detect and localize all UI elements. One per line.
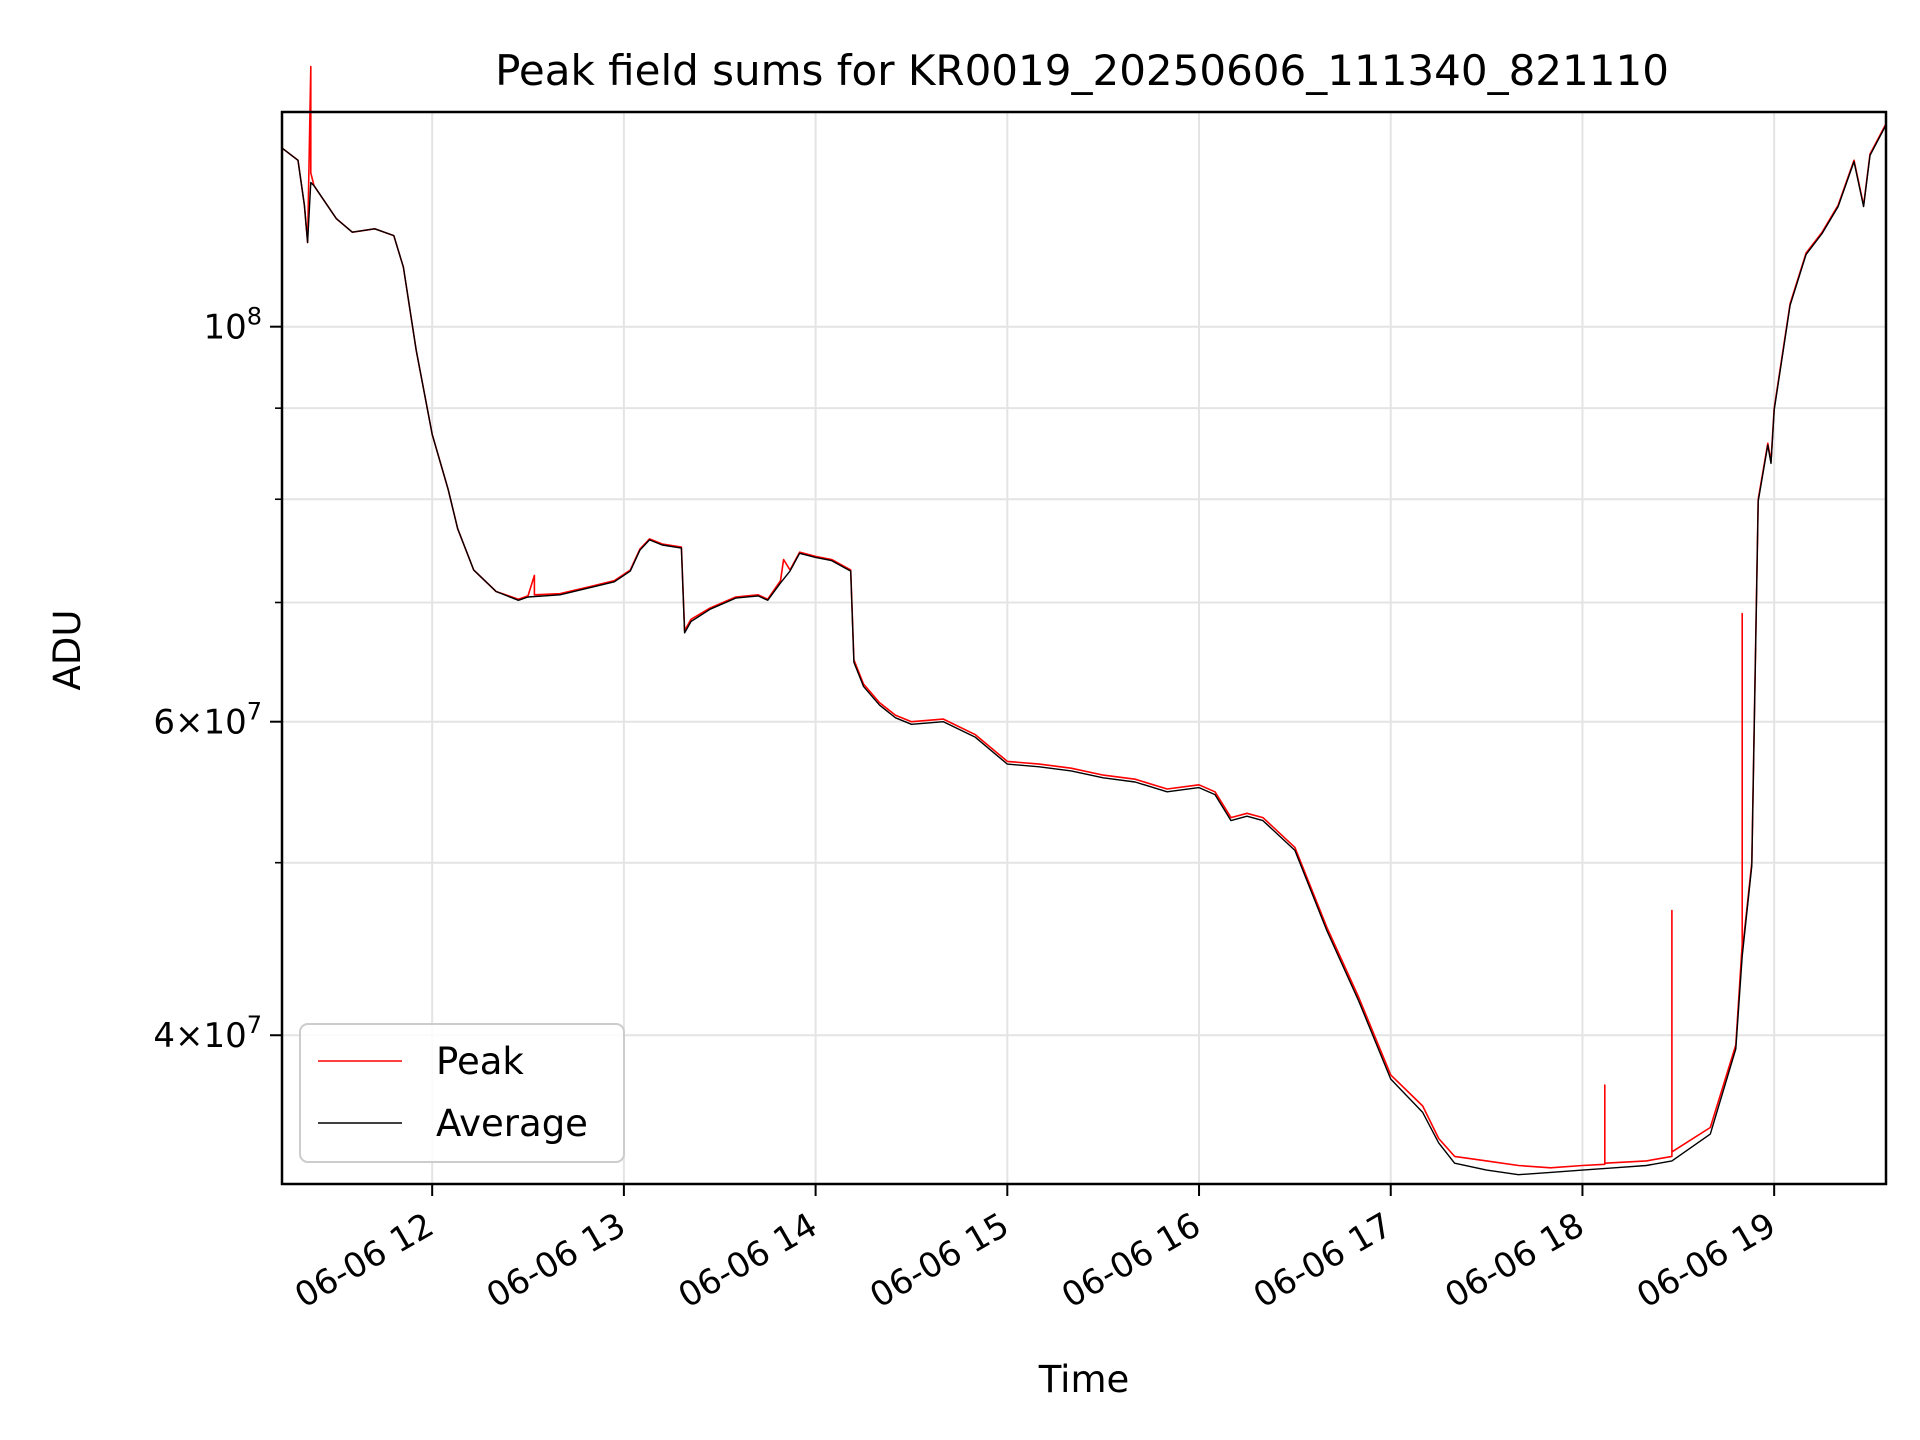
x-axis-label: Time bbox=[1038, 1358, 1130, 1401]
legend-box bbox=[299, 1023, 625, 1163]
y-tick-label-2: 4×107 bbox=[153, 1011, 262, 1056]
y-axis-label: ADU bbox=[46, 610, 89, 691]
legend-label-average: Average bbox=[436, 1102, 588, 1145]
plot-frame bbox=[280, 110, 1888, 1186]
chart-title: Peak field sums for KR0019_20250606_1113… bbox=[495, 46, 1669, 95]
series-line-average bbox=[281, 124, 1887, 1176]
y-tick-label-1: 6×107 bbox=[153, 698, 262, 743]
legend-label-peak: Peak bbox=[436, 1040, 524, 1083]
legend: Peak Average bbox=[299, 1023, 625, 1163]
y-tick-label-0: 108 bbox=[203, 303, 262, 348]
y-axis: 108 6×107 4×107 bbox=[153, 303, 282, 1056]
series-layer bbox=[281, 65, 1887, 1176]
